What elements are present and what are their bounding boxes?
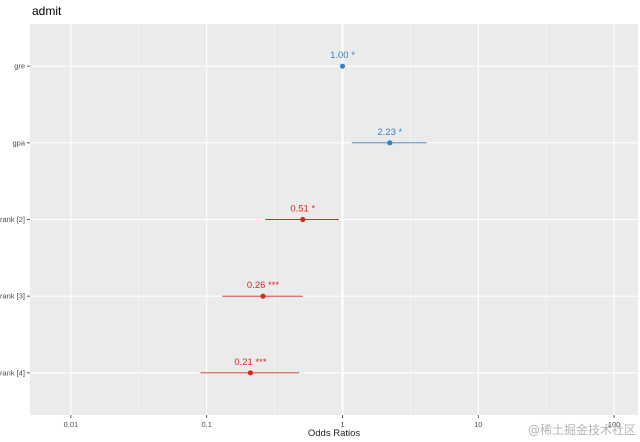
y-tick-label: rank [2] (0, 215, 25, 224)
x-tick-label: 1 (340, 420, 344, 429)
x-axis: 0.01 0.1 1 10 100 (64, 415, 621, 429)
estimate-point (387, 140, 393, 146)
estimate-label: 0.21 *** (234, 357, 267, 368)
y-tick-label: rank [3] (0, 292, 25, 301)
y-tick-label: rank [4] (0, 368, 25, 377)
x-tick-label: 10 (474, 420, 482, 429)
estimate-label: 2.23 * (377, 127, 402, 138)
plot-title: admit (32, 4, 62, 18)
estimate-point (300, 216, 306, 223)
x-tick-label: 0.01 (64, 420, 79, 429)
estimate-point (247, 370, 254, 376)
y-axis: gre gpa rank [2] rank [3] rank [4] (0, 62, 30, 377)
estimate-label: 0.51 * (290, 204, 315, 215)
estimate-label: 1.00 * (330, 50, 355, 61)
estimates-series: 1.00 * 2.23 * 0.51 * 0.26 *** 0.21 *** (200, 50, 427, 376)
estimate-point (260, 293, 266, 299)
major-gridlines (30, 24, 638, 415)
estimate-label: 0.26 *** (247, 280, 280, 291)
y-tick-label: gre (14, 62, 25, 71)
watermark: @稀土掘金技术社区 (528, 422, 636, 437)
x-tick-label: 0.1 (201, 420, 211, 429)
y-tick-label: gpa (12, 138, 25, 147)
x-axis-title: Odds Ratios (308, 428, 361, 439)
estimate-point (339, 63, 346, 69)
x-tick-label: 100 (608, 420, 621, 429)
